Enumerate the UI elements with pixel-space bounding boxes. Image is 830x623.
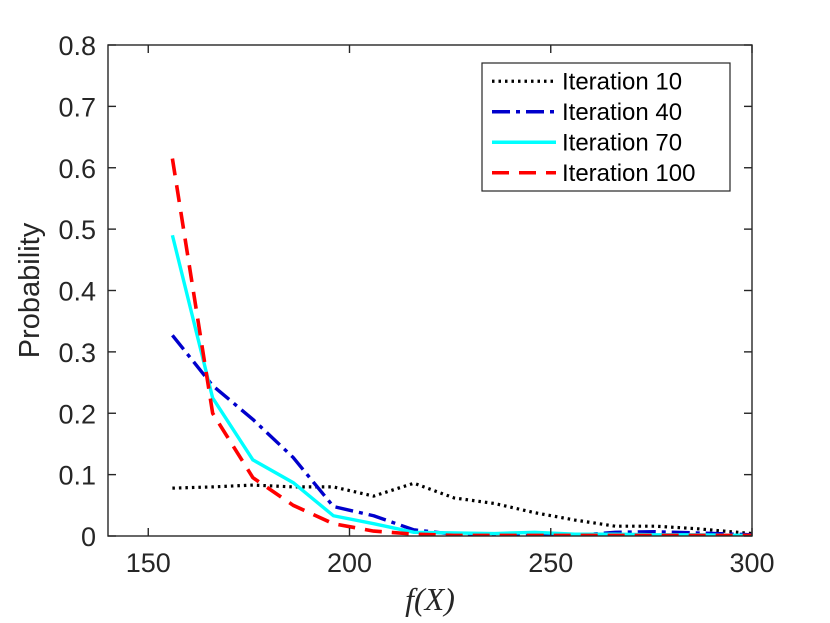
- legend-label-1: Iteration 10: [562, 68, 682, 95]
- axes-layer: 150 200 250 300 0 0.1 0.2 0.3 0.4 0.5 0.6 0.7 0.8 Pro…: [14, 31, 775, 617]
- x-tick-label: 300: [729, 548, 774, 578]
- y-tick-label: 0.3: [58, 338, 96, 368]
- x-tick-label: 150: [126, 548, 171, 578]
- y-axis-label: Probability: [14, 222, 46, 358]
- y-tick-label: 0.2: [58, 399, 96, 429]
- legend-label-4: Iteration 100: [562, 160, 695, 187]
- x-axis-label: f(X): [405, 581, 455, 617]
- x-tick-label: 200: [327, 548, 372, 578]
- series-line-2: [171, 334, 752, 536]
- legend-label-2: Iteration 40: [562, 99, 682, 126]
- y-tick-label: 0.4: [58, 277, 96, 307]
- x-tick-label: 250: [528, 548, 573, 578]
- y-tick-label: 0.6: [58, 154, 96, 184]
- series-line-1: [172, 481, 752, 536]
- series-group: [170, 158, 752, 536]
- y-tick-label: 0.5: [58, 215, 96, 245]
- y-tick-label: 0: [81, 522, 96, 552]
- y-tick-label: 0.1: [58, 461, 96, 491]
- legend-label-3: Iteration 70: [562, 129, 682, 156]
- y-tick-label: 0.8: [58, 31, 96, 61]
- y-tick-label: 0.7: [58, 92, 96, 122]
- legend-box: [481, 62, 731, 192]
- legend: Iteration 10 Iteration 40 Iteration 70 Iter…: [481, 62, 731, 192]
- series-line-3: [170, 234, 752, 536]
- plot-layer: [170, 158, 752, 536]
- series-line-4: [170, 158, 752, 536]
